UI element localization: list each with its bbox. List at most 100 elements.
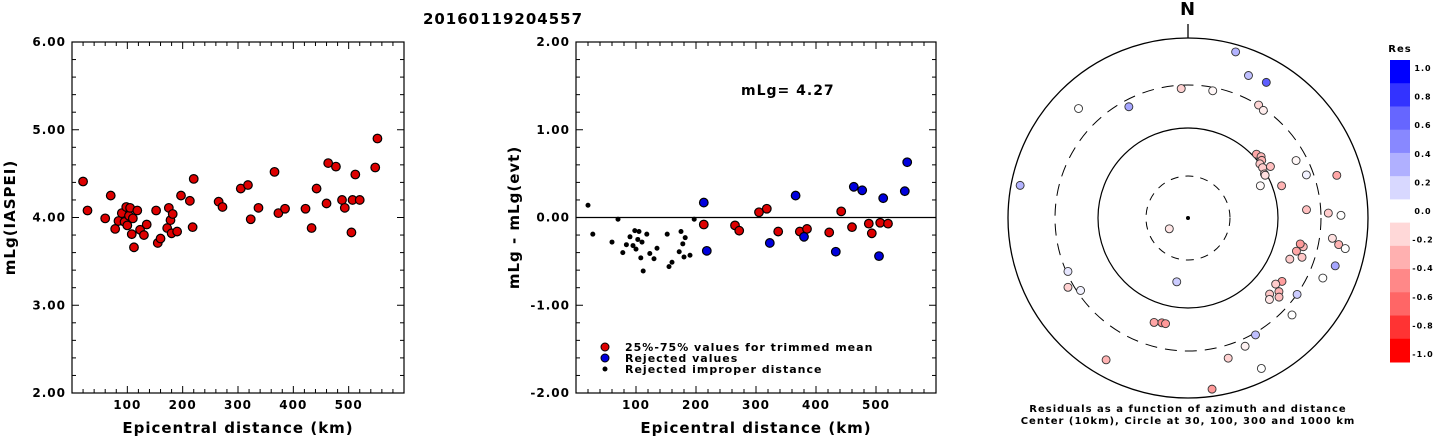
residual-point <box>1301 170 1311 180</box>
colorbar-swatch <box>1390 269 1410 293</box>
colorbar-swatch <box>1390 292 1410 317</box>
y-tick-label: 5.00 <box>32 123 66 137</box>
legend-label: Rejected improper distance <box>625 363 822 376</box>
x-tick-label: 500 <box>335 398 363 412</box>
residual-point <box>1291 246 1301 256</box>
data-point <box>687 252 693 258</box>
y-tick-label: -2.00 <box>530 386 570 400</box>
residual-point <box>1256 364 1266 373</box>
colorbar-tick-label: 0.4 <box>1414 150 1431 159</box>
data-point <box>78 176 88 187</box>
colorbar-swatch <box>1390 222 1410 247</box>
data-point <box>217 202 228 212</box>
residual-point <box>1271 279 1281 289</box>
residual-point <box>1172 277 1182 287</box>
data-point <box>100 213 111 224</box>
data-point <box>883 218 893 229</box>
colorbar-tick-label: -0.6 <box>1412 293 1434 302</box>
data-point <box>666 264 672 270</box>
residual-point <box>1161 319 1170 329</box>
data-point <box>680 241 686 247</box>
data-point <box>902 157 913 168</box>
data-point <box>691 216 697 222</box>
legend-label: Rejected values <box>625 352 738 365</box>
data-point <box>311 183 322 194</box>
data-point <box>129 242 139 253</box>
residual-point <box>1015 180 1025 190</box>
residual-point <box>1327 233 1337 243</box>
residual-point <box>1265 162 1275 171</box>
data-point <box>306 223 317 233</box>
data-point <box>354 195 365 205</box>
legend-label: 25%-75% values for trimmed mean <box>625 341 873 354</box>
data-point <box>269 166 280 177</box>
data-point <box>323 158 334 168</box>
colorbar-swatch <box>1390 83 1410 107</box>
residual-point <box>1176 84 1186 94</box>
residual-point <box>1260 170 1270 180</box>
colorbar-swatch <box>1390 176 1410 200</box>
data-point <box>764 238 775 248</box>
data-point <box>632 228 638 234</box>
data-point <box>630 243 636 249</box>
polar-caption-line1: Residuals as a function of azimuth and d… <box>1029 404 1346 415</box>
residual-point <box>1318 273 1328 283</box>
chart-magnitude-vs-distance: 100 200 300 400 500 2.00 3.00 4.00 5.00 6.00 Epice… <box>1 35 405 437</box>
y-tick-label: 2.00 <box>32 386 66 400</box>
residual-point <box>1285 254 1295 264</box>
data-point <box>346 227 357 238</box>
y-axis-label: mLg(IASPEI) <box>1 160 19 275</box>
colorbar-tick-label: 1.0 <box>1414 64 1431 73</box>
residual-point <box>1063 266 1073 276</box>
x-tick-label: 100 <box>622 398 650 412</box>
page-title: 20160119204557 <box>423 10 583 28</box>
colorbar-tick-label: -0.4 <box>1412 264 1434 273</box>
x-tick-label: 300 <box>742 398 770 412</box>
colorbar-swatch <box>1390 245 1410 270</box>
data-point <box>830 246 841 257</box>
residual-point <box>1297 252 1307 262</box>
data-point <box>105 190 116 201</box>
y-tick-label: 0.00 <box>536 211 570 225</box>
data-point <box>836 206 847 217</box>
legend-marker <box>602 366 608 372</box>
colorbar-tick-label: -0.8 <box>1412 321 1434 330</box>
polar-caption-line2: Center (10km), Circle at 30, 100, 300 an… <box>1021 416 1356 427</box>
data-point <box>899 186 910 197</box>
data-point <box>638 255 644 261</box>
colorbar-swatch <box>1390 106 1410 131</box>
chart-azimuth-residuals: N Residuals as a function of azimuth and … <box>1007 0 1369 427</box>
residual-point <box>1149 317 1159 327</box>
data-point <box>651 256 657 262</box>
data-point <box>824 227 835 238</box>
data-point <box>187 222 198 233</box>
data-point <box>127 213 138 224</box>
x-tick-label: 500 <box>862 398 890 412</box>
colorbar-tick-label: -1.0 <box>1412 350 1434 359</box>
data-point <box>122 220 133 231</box>
colorbar-swatch <box>1390 152 1410 177</box>
data-point <box>184 195 195 206</box>
data-point <box>761 203 772 214</box>
residual-point <box>1255 181 1265 191</box>
data-point <box>669 259 675 265</box>
residual-point <box>1292 289 1302 299</box>
residual-point <box>1323 208 1333 218</box>
north-label: N <box>1180 0 1196 20</box>
data-point <box>857 185 868 196</box>
data-point <box>141 219 152 230</box>
y-tick-label: 3.00 <box>32 298 66 312</box>
residual-point <box>1223 353 1233 363</box>
residual-point <box>1332 170 1342 180</box>
y-tick-label: 4.00 <box>32 211 66 225</box>
data-point <box>126 229 137 240</box>
ring-300km <box>1054 84 1322 352</box>
y-tick-label: 6.00 <box>32 35 66 49</box>
residual-point <box>1074 104 1083 113</box>
y-tick-label: 2.00 <box>536 35 570 49</box>
residual-point <box>1277 181 1287 191</box>
data-point <box>172 226 183 237</box>
data-point <box>585 202 591 208</box>
residual-point <box>1101 355 1111 365</box>
